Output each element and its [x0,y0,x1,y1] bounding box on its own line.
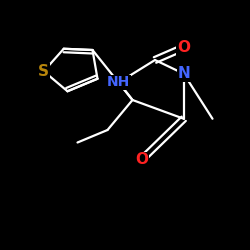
Text: NH: NH [107,76,130,90]
Text: O: O [177,40,190,55]
Text: N: N [178,66,190,81]
Text: O: O [135,152,148,168]
Text: S: S [38,64,49,79]
